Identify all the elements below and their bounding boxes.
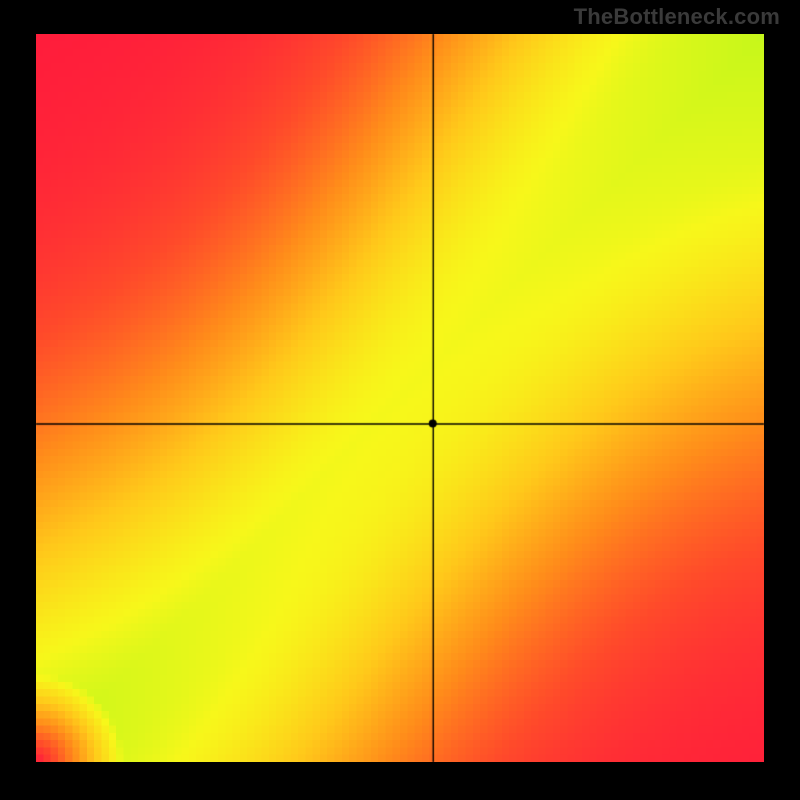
watermark-text: TheBottleneck.com: [574, 4, 780, 30]
chart-container: TheBottleneck.com: [0, 0, 800, 800]
overlay-canvas: [0, 0, 800, 800]
